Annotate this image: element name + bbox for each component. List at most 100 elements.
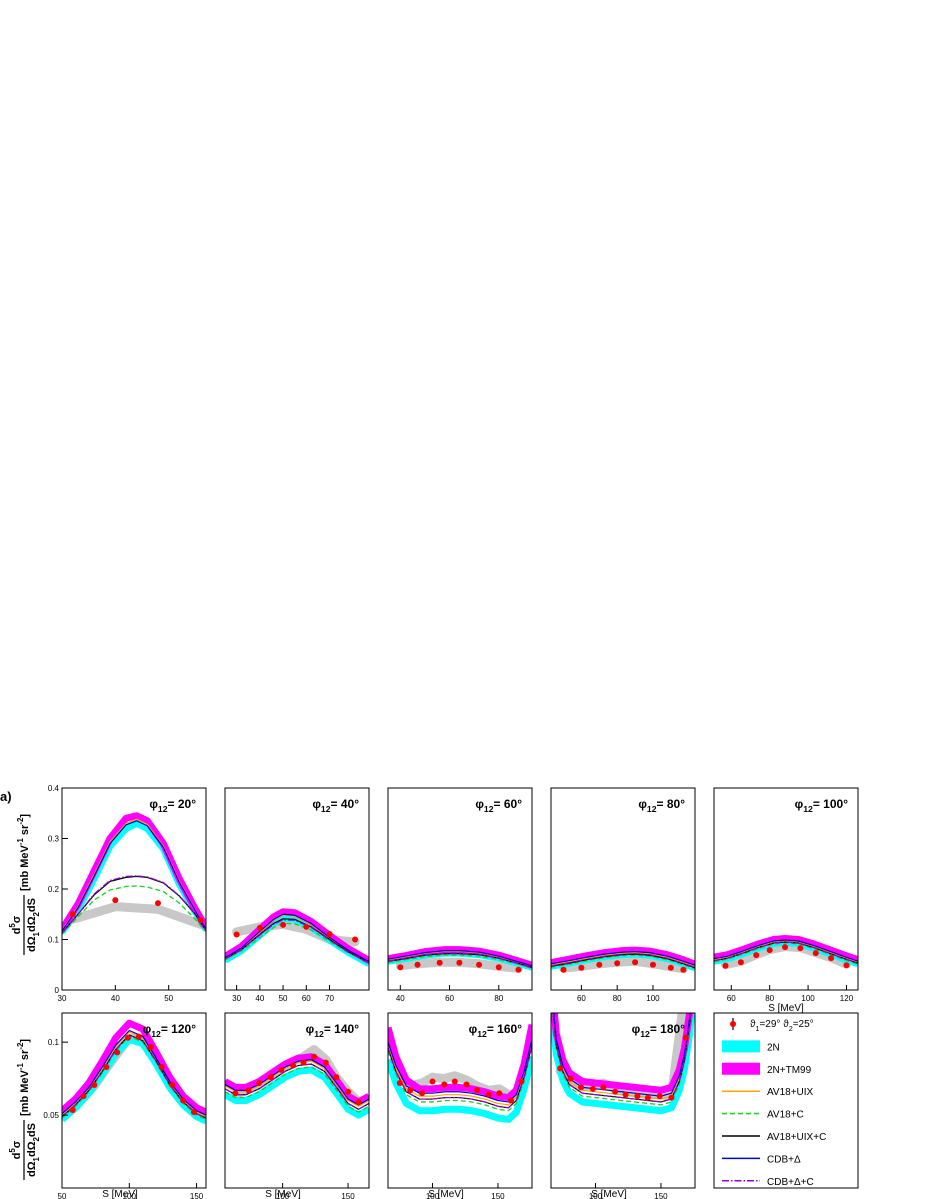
plot-area [225,1044,369,1119]
data-point [256,924,263,931]
theory-curve [714,934,858,964]
legend-label: 2N [767,1042,780,1053]
panel-title: φ12= 60° [475,797,522,814]
data-point [557,1065,564,1072]
data-point [644,1094,651,1101]
x-axis-label: S [MeV] [768,1003,804,1014]
data-point [622,1091,629,1098]
text-part: 1 [32,1156,41,1161]
plot-area [62,1019,206,1125]
plot-area [62,812,206,935]
text-part: -2 [16,817,25,825]
data-point [578,1084,585,1091]
panel-frame [387,1012,533,1189]
text-part: ] [19,1039,31,1043]
x-tick-label: 100 [276,1192,290,1199]
data-point [508,1097,515,1104]
data-point [155,900,161,907]
theory-curve [62,820,206,932]
text-part: σ [11,1140,23,1148]
x-tick-label: 40 [396,994,405,1003]
theory-curve [388,1047,532,1112]
data-point [766,947,773,954]
text-part: = 160° [487,1022,522,1036]
theory-curve [714,939,858,962]
data-point [828,955,835,962]
x-tick-label: 40 [255,994,264,1003]
text-part: dΩ [26,1161,38,1177]
x-tick-label: 70 [325,994,334,1003]
text-part: σ [11,915,23,923]
data-point [656,1093,663,1100]
x-tick-label: 80 [613,994,622,1003]
data-point [753,952,760,959]
y-tick-label: 0 [55,986,60,995]
y-label-unit: [mb MeV-1 sr-2] [16,814,31,891]
text-part: d [11,928,23,935]
data-point [147,1043,154,1050]
text-part: 12 [314,1029,324,1039]
data-point [414,961,421,968]
x-tick-label: 100 [123,1192,137,1199]
data-point [782,944,789,951]
text-part: [mb MeV [19,1070,31,1117]
panel-title: φ12= 100° [795,797,849,814]
data-point [612,1088,619,1095]
data-point [290,1062,297,1069]
theory-curve [388,952,532,968]
y-label-denominator: dΩ1dΩ2dS [26,1123,41,1177]
data-point [197,917,204,924]
data-point [135,1033,142,1040]
legend-label: 2N+TM99 [767,1065,812,1076]
text-part: dΩ [26,1141,38,1157]
x-tick-label: 150 [341,1192,355,1199]
y-tick-label: 0.1 [48,1038,60,1047]
panel-title: φ12= 40° [312,797,359,814]
x-tick-label: 100 [589,1192,603,1199]
data-point [300,1059,307,1066]
text-part: 1 [755,1024,759,1033]
data-point [69,1106,76,1113]
text-part: φ [149,797,158,811]
x-tick-label: 60 [727,994,736,1003]
data-point [560,966,567,973]
text-part: φ [469,1022,478,1036]
theory-curve [225,913,369,963]
theory-curve [388,1055,532,1123]
text-part: = 140° [324,1022,359,1036]
panel-title: φ12= 20° [149,797,196,814]
panel-frame [387,787,533,991]
text-part: dΩ [26,916,38,932]
text-part: 12 [484,804,494,814]
text-part: = 100° [813,797,848,811]
x-tick-label: 100 [426,1192,440,1199]
text-part: 2 [32,1136,41,1141]
theory-curve [552,1013,692,1106]
theory-curve [225,1066,369,1119]
theory-curve [62,1019,206,1116]
plot-area [388,1023,532,1123]
data-point [797,945,804,952]
data-point [843,962,850,969]
data-point [114,1049,121,1056]
text-part: φ [795,797,804,811]
data-point [278,1066,285,1073]
text-part: 12 [803,804,813,814]
data-point [589,1085,596,1092]
plot-area [388,946,532,973]
theory-curve [551,1013,695,1115]
text-part: = 40° [331,797,360,811]
y-label-numerator: d5σ [8,1140,23,1159]
theory-curve [62,1035,206,1125]
data-point [355,1098,362,1105]
data-point [419,1090,426,1097]
y-tick-label: 0.05 [43,1111,59,1120]
legend-point [730,1021,736,1027]
theory-curve [62,1035,206,1121]
data-point [474,1087,481,1094]
text-part: = 180° [650,1022,685,1036]
x-tick-label: 60 [577,994,586,1003]
data-point [682,1034,689,1041]
